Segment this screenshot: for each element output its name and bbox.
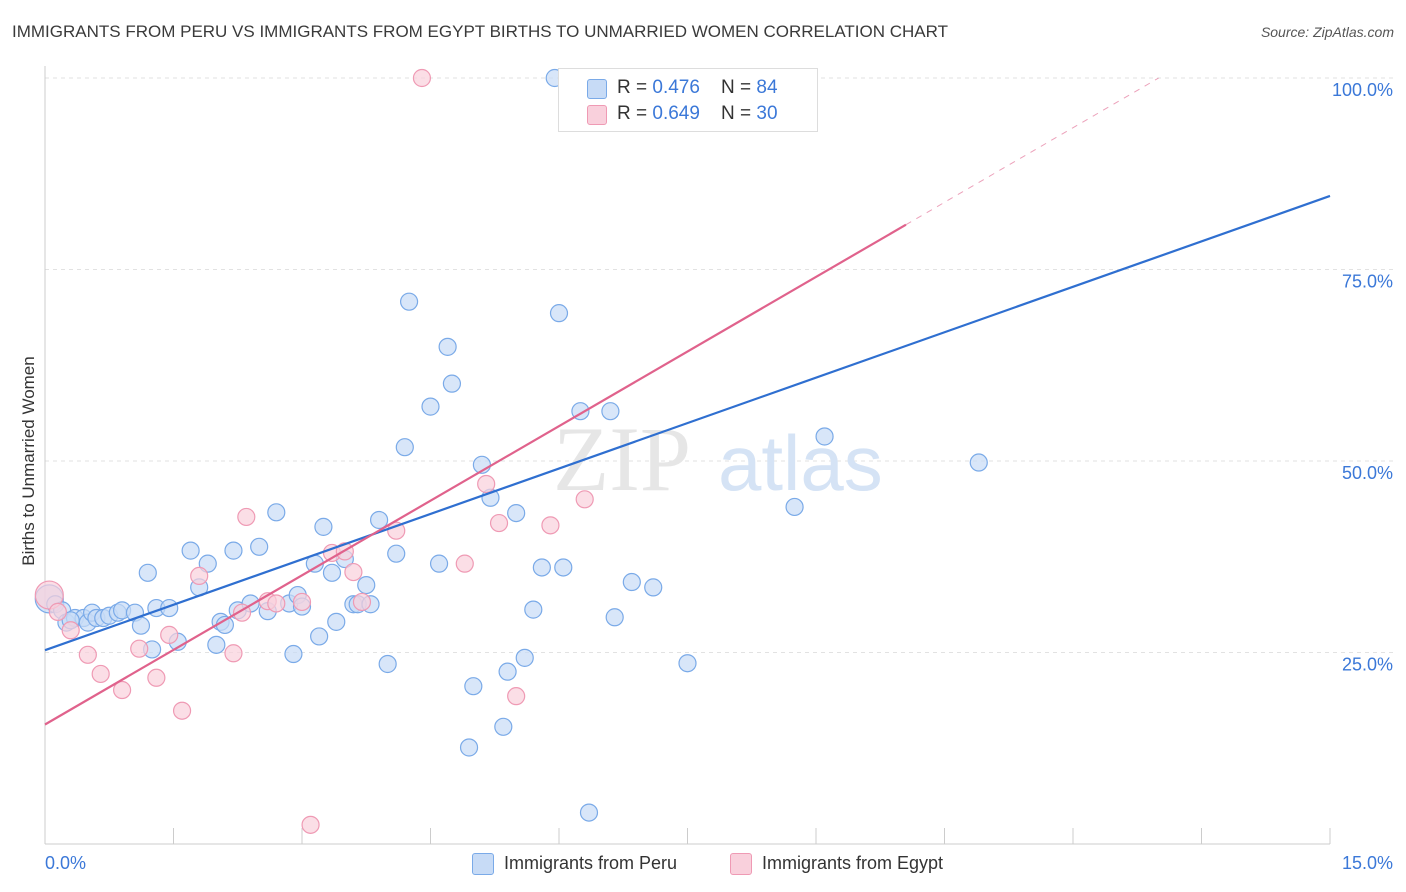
trend-line-extension-egypt	[905, 77, 1159, 226]
point-peru	[429, 554, 449, 573]
legend-r-label-peru: R =	[617, 77, 653, 98]
point-peru	[181, 541, 200, 560]
bottom-legend-swatch-peru	[472, 853, 494, 876]
bottom-legend-swatch-egypt	[730, 853, 752, 876]
point-peru	[310, 627, 329, 646]
point-peru	[370, 510, 389, 530]
point-egypt	[190, 566, 209, 586]
point-peru	[131, 616, 151, 635]
y-tick-label: 50.0%	[1342, 463, 1393, 483]
point-egypt	[507, 687, 526, 706]
point-peru	[549, 304, 569, 323]
correlation-legend: R = 0.476 N = 84 R = 0.649 N = 30	[558, 68, 818, 132]
point-egypt	[61, 621, 80, 640]
point-peru	[224, 541, 243, 560]
point-peru	[969, 453, 988, 472]
bottom-legend-egypt: Immigrants from Egypt	[730, 853, 944, 876]
point-peru	[357, 575, 376, 595]
point-peru	[678, 654, 697, 673]
bottom-legend-label-egypt: Immigrants from Egypt	[762, 853, 944, 873]
legend-r-value-egypt: 0.649	[652, 103, 700, 124]
point-peru	[421, 397, 440, 416]
point-egypt	[477, 474, 496, 494]
point-peru	[322, 563, 342, 582]
point-peru	[785, 497, 804, 517]
point-egypt	[78, 645, 97, 664]
watermark-zip: ZIP	[553, 408, 691, 510]
point-peru	[554, 558, 573, 577]
x-tick-label: 15.0%	[1342, 853, 1393, 873]
legend-n-label-peru: N =	[721, 77, 757, 98]
point-peru	[459, 738, 479, 757]
point-peru	[395, 438, 414, 457]
point-peru	[207, 635, 226, 654]
point-egypt	[237, 507, 256, 527]
point-peru	[498, 662, 517, 681]
trend-line-egypt	[44, 223, 907, 726]
point-egypt	[575, 490, 594, 509]
point-peru	[815, 427, 834, 446]
point-egypt	[344, 562, 363, 582]
legend-n-value-peru: 84	[756, 77, 778, 98]
point-egypt	[91, 664, 110, 684]
point-peru	[524, 600, 543, 619]
trend-line-peru	[44, 194, 1331, 652]
point-egypt	[541, 516, 560, 535]
x-tick-label: 0.0%	[45, 853, 86, 873]
point-peru	[515, 648, 534, 667]
point-peru	[579, 803, 599, 822]
point-peru	[314, 517, 333, 536]
point-egypt	[412, 68, 432, 88]
chart-title: IMMIGRANTS FROM PERU VS IMMIGRANTS FROM …	[12, 22, 949, 41]
point-peru	[267, 503, 286, 522]
point-peru	[507, 503, 526, 523]
legend-r-value-peru: 0.476	[652, 77, 700, 98]
point-egypt	[130, 639, 149, 658]
point-peru	[438, 337, 457, 356]
point-peru	[464, 677, 483, 696]
y-axis-label: Births to Unmarried Women	[19, 356, 38, 565]
watermark-atlas: atlas	[718, 419, 883, 507]
legend-swatch-peru	[587, 79, 607, 99]
point-peru	[399, 292, 419, 311]
bottom-legend-peru: Immigrants from Peru	[472, 853, 678, 876]
point-egypt	[292, 592, 312, 612]
point-peru	[387, 544, 406, 563]
point-egypt	[267, 594, 286, 613]
point-peru	[442, 374, 462, 393]
legend-swatch-egypt	[587, 105, 607, 125]
legend-r-label-egypt: R =	[617, 103, 653, 124]
point-egypt	[172, 701, 192, 720]
bottom-legend-label-peru: Immigrants from Peru	[504, 853, 678, 873]
point-peru	[138, 563, 157, 582]
point-egypt	[147, 668, 166, 687]
point-peru	[378, 654, 397, 674]
point-egypt	[48, 602, 67, 622]
legend-n-label-egypt: N =	[721, 103, 757, 124]
point-egypt	[352, 592, 372, 612]
source-label: Source: ZipAtlas.com	[1260, 24, 1394, 40]
point-peru	[605, 608, 624, 627]
point-peru	[532, 558, 551, 577]
point-peru	[284, 644, 303, 664]
point-egypt	[112, 680, 132, 700]
y-tick-label: 100.0%	[1332, 80, 1393, 100]
point-egypt	[224, 644, 243, 663]
point-peru	[250, 537, 269, 556]
point-peru	[644, 578, 663, 597]
y-tick-label: 25.0%	[1342, 655, 1393, 675]
point-peru	[327, 612, 346, 631]
point-peru	[494, 717, 513, 736]
point-peru	[601, 402, 620, 421]
point-egypt	[160, 625, 179, 644]
point-peru	[622, 572, 641, 592]
y-tick-label: 75.0%	[1342, 272, 1393, 292]
point-egypt	[301, 815, 320, 834]
point-egypt	[455, 554, 474, 573]
point-egypt	[489, 513, 509, 533]
legend-n-value-egypt: 30	[756, 103, 778, 124]
